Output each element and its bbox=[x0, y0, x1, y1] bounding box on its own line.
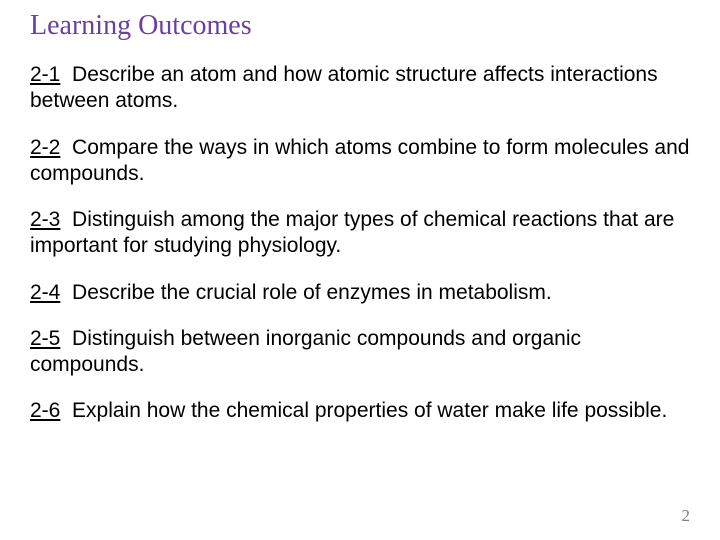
outcome-text: Describe an atom and how atomic structur… bbox=[30, 63, 658, 112]
outcome-text: Distinguish between inorganic compounds … bbox=[30, 327, 581, 376]
outcome-number: 2-3 bbox=[30, 208, 60, 231]
outcome-text: Describe the crucial role of enzymes in … bbox=[72, 281, 552, 304]
outcome-text: Distinguish among the major types of che… bbox=[30, 208, 674, 257]
outcome-number: 2-1 bbox=[30, 63, 60, 86]
outcome-number: 2-4 bbox=[30, 281, 60, 304]
outcome-item: 2-5 Distinguish between inorganic compou… bbox=[30, 326, 690, 379]
page-title: Learning Outcomes bbox=[30, 10, 690, 42]
slide: Learning Outcomes 2-1 Describe an atom a… bbox=[0, 0, 720, 540]
outcome-number: 2-2 bbox=[30, 136, 60, 159]
outcome-item: 2-1 Describe an atom and how atomic stru… bbox=[30, 62, 690, 115]
outcome-text: Compare the ways in which atoms combine … bbox=[30, 136, 689, 185]
outcome-item: 2-3 Distinguish among the major types of… bbox=[30, 207, 690, 260]
outcome-number: 2-6 bbox=[30, 399, 60, 422]
outcome-text: Explain how the chemical properties of w… bbox=[72, 399, 667, 422]
outcome-item: 2-6 Explain how the chemical properties … bbox=[30, 398, 690, 424]
outcome-item: 2-2 Compare the ways in which atoms comb… bbox=[30, 135, 690, 188]
outcome-item: 2-4 Describe the crucial role of enzymes… bbox=[30, 280, 690, 306]
page-number: 2 bbox=[682, 506, 691, 526]
outcome-number: 2-5 bbox=[30, 327, 60, 350]
